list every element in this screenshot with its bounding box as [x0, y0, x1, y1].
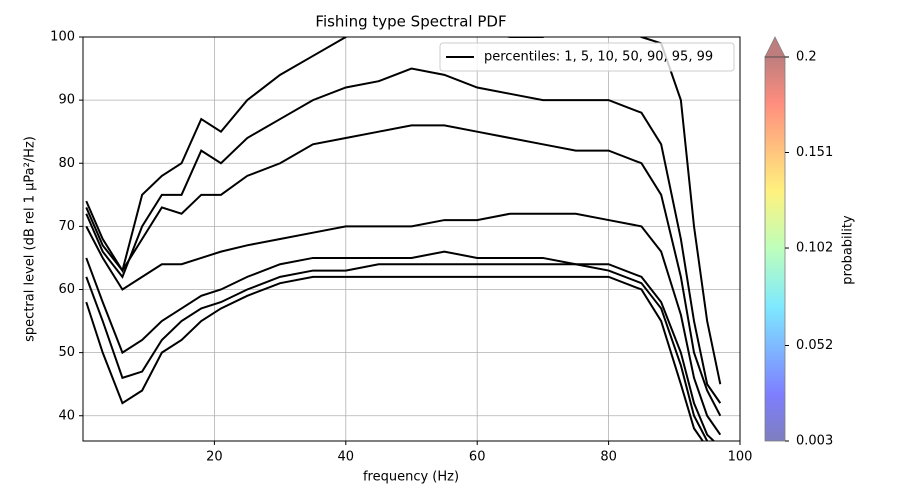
colorbar-tick-label: 0.2: [796, 50, 817, 65]
percentile-line: [85, 263, 709, 441]
x-axis-label: frequency (Hz): [363, 470, 459, 485]
y-tick-label: 100: [50, 30, 75, 45]
percentile-line: [85, 67, 722, 404]
legend: percentiles: 1, 5, 10, 50, 90, 95, 99: [439, 42, 735, 72]
plot-area: [83, 36, 741, 441]
y-tick-label: 50: [58, 345, 75, 360]
legend-label: percentiles: 1, 5, 10, 50, 90, 95, 99: [484, 50, 713, 65]
colorbar-tick-label: 0.151: [796, 145, 833, 160]
lines: [85, 37, 722, 441]
x-tick-label: 40: [338, 450, 355, 465]
chart-title: Fishing type Spectral PDF: [315, 13, 506, 31]
y-axis-label: spectral level (dB rel 1 µPa²/Hz): [23, 136, 38, 342]
percentile-line: [85, 275, 704, 441]
y-tick-label: 90: [58, 93, 75, 108]
y-tick-label: 40: [58, 408, 75, 423]
percentile-line: [85, 212, 722, 436]
x-tick-label: 100: [728, 450, 753, 465]
x-tick-label: 80: [600, 450, 617, 465]
colorbar-scale: [764, 56, 786, 442]
colorbar-extension: [764, 36, 786, 58]
plot-frame: [82, 36, 741, 442]
x-tick-label: 60: [469, 450, 486, 465]
colorbar-label: probability: [841, 215, 856, 285]
x-tick-label: 20: [206, 450, 223, 465]
colorbar-tick-label: 0.003: [796, 434, 833, 449]
colorbar-tick-label: 0.052: [796, 338, 833, 353]
y-tick-label: 60: [58, 282, 75, 297]
y-tick-label: 80: [58, 156, 75, 171]
y-tick-label: 70: [58, 219, 75, 234]
colorbar-tick-label: 0.102: [796, 241, 833, 256]
percentile-line: [85, 124, 722, 417]
percentile-line: [85, 37, 722, 385]
colorbar: [764, 36, 786, 442]
legend-box: [439, 42, 735, 72]
percentile-line: [85, 250, 716, 441]
